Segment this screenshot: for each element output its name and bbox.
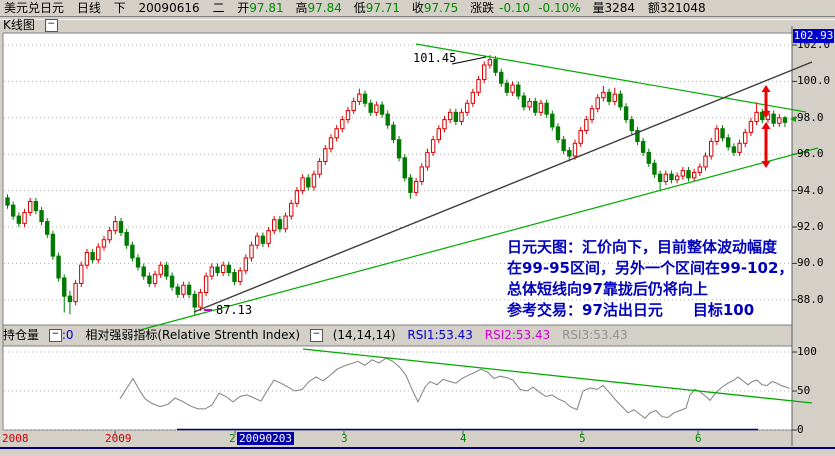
price-tick-label: 94.0 bbox=[797, 183, 824, 197]
candlesticks[interactable] bbox=[5, 55, 788, 316]
close-label: 收 bbox=[411, 1, 424, 15]
price-tick-label: 96.0 bbox=[797, 147, 824, 161]
date-tick-label: 2008 bbox=[2, 432, 29, 445]
analyst-note: 日元天图：汇价向下，目前整体波动幅度 在99-95区间，另外一个区间在99-10… bbox=[507, 237, 817, 321]
trendlines bbox=[139, 43, 819, 331]
open-value: 97.81 bbox=[249, 1, 284, 15]
analyst-note-line: 参考交易：97沽出日元 目标100 bbox=[507, 301, 755, 319]
rsi-params: (14,14,14) bbox=[332, 328, 396, 342]
window-bottom-edge bbox=[0, 449, 835, 456]
analyst-note-line: 日元天图：汇价向下，目前整体波动幅度 bbox=[507, 238, 778, 256]
price-tick-label: 92.0 bbox=[797, 220, 824, 233]
range-arrows bbox=[761, 85, 796, 168]
high-label: 高 bbox=[295, 1, 308, 15]
price-tick-label: 100.0 bbox=[797, 74, 831, 88]
analyst-note-line: 总体短线向97靠拢后仍将向上 bbox=[507, 280, 708, 298]
title-bar: 美元兑日元 日线 下 20090616 二 开97.81 高97.84 低97.… bbox=[0, 0, 835, 16]
change-pct-value: -0.10% bbox=[538, 1, 581, 15]
date-tick-label: 2009 bbox=[105, 432, 132, 445]
date-tick-label: 2 bbox=[229, 432, 236, 445]
peak-leader-line bbox=[451, 56, 487, 65]
date-tick-label: 5 bbox=[579, 432, 586, 445]
trough-price-label: 87.13 bbox=[216, 303, 253, 317]
session-date: 20090616 bbox=[138, 1, 200, 15]
ascending-support bbox=[193, 61, 813, 313]
close-value: 97.75 bbox=[423, 1, 459, 15]
open-interest-label: 持仓量 bbox=[3, 328, 40, 342]
rsi-tick-label: 0 bbox=[797, 423, 804, 436]
rsi1-value: RSI1:53.43 bbox=[407, 328, 473, 342]
horizontal-scrollbar[interactable] bbox=[0, 447, 835, 449]
amount-value: 321048 bbox=[659, 1, 706, 15]
price-tick-label: 90.0 bbox=[797, 256, 824, 270]
change-label: 涨跌 bbox=[470, 1, 495, 15]
open-label: 开 bbox=[237, 1, 250, 15]
analyst-note-line: 在99-95区间，另外一个区间在99-102， bbox=[507, 259, 794, 277]
amount-label: 额 bbox=[647, 1, 660, 15]
kline-panel-title: K线图 bbox=[3, 18, 35, 32]
collapse-rsi-button[interactable]: − bbox=[309, 329, 323, 342]
change-value: -0.10 bbox=[499, 1, 531, 15]
cursor-price-badge: 102.93 bbox=[793, 29, 834, 43]
price-tick-label: 88.0 bbox=[797, 292, 824, 306]
cursor-date-badge: 20090203 bbox=[237, 432, 294, 445]
last-price-marker bbox=[790, 116, 796, 122]
instrument-name: 美元兑日元 bbox=[4, 1, 65, 15]
lower-ascending-channel bbox=[139, 147, 819, 331]
kline-panel-header: K线图 − bbox=[0, 19, 835, 32]
rsi-pane[interactable] bbox=[119, 348, 813, 431]
date-axis: 2008 2009 2 20090203 3 4 5 6 bbox=[0, 432, 835, 446]
price-tick-label: 98.0 bbox=[797, 110, 824, 124]
volume-label: 量 bbox=[592, 1, 605, 15]
rsi-tick-label: 50 bbox=[797, 384, 811, 397]
open-interest-value: :0 bbox=[61, 328, 74, 342]
date-tick-label: 4 bbox=[460, 432, 467, 445]
rsi3-value: RSI3:53.43 bbox=[562, 328, 628, 342]
peak-price-label: 101.45 bbox=[413, 51, 457, 65]
rsi2-value: RSI2:53.43 bbox=[484, 328, 551, 342]
volume-value: 3284 bbox=[604, 1, 636, 15]
collapse-kline-button[interactable]: − bbox=[44, 19, 58, 32]
title-separator bbox=[0, 16, 835, 20]
period-label[interactable]: 日线 bbox=[76, 1, 101, 15]
indicator-header: 持仓量 −:0 相对强弱指标(Relative Strenth Index) −… bbox=[0, 327, 835, 344]
direction-label: 下 bbox=[113, 1, 126, 15]
upper-descending-channel bbox=[415, 43, 807, 113]
month-ticks bbox=[114, 431, 699, 435]
date-tick-label: 3 bbox=[341, 432, 348, 445]
high-value: 97.84 bbox=[307, 1, 342, 15]
rsi-indicator-title: 相对强弱指标(Relative Strenth Index) bbox=[85, 328, 301, 342]
low-value: 97.71 bbox=[365, 1, 401, 15]
rsi-curve bbox=[119, 357, 791, 419]
rsi-tick-label: 100 bbox=[797, 345, 817, 358]
date-tick-label: 6 bbox=[695, 432, 702, 445]
collapse-oi-button[interactable]: − bbox=[48, 329, 62, 342]
low-label: 低 bbox=[353, 1, 366, 15]
rsi-trendline bbox=[302, 348, 813, 404]
weekday-label: 二 bbox=[212, 1, 225, 15]
